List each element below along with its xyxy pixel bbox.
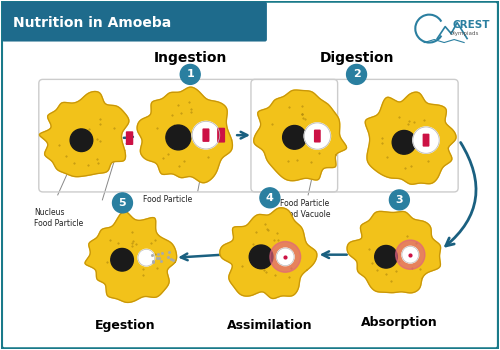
Polygon shape	[220, 208, 317, 299]
Circle shape	[166, 125, 190, 150]
Circle shape	[180, 64, 200, 84]
Text: Nucleus
Food Particle: Nucleus Food Particle	[34, 208, 83, 228]
Circle shape	[304, 123, 330, 149]
Text: Assimilation: Assimilation	[227, 318, 312, 331]
Text: Digestion: Digestion	[320, 51, 394, 65]
Text: Absorption: Absorption	[361, 316, 438, 329]
FancyBboxPatch shape	[202, 128, 209, 142]
Circle shape	[249, 245, 273, 269]
Polygon shape	[366, 92, 456, 184]
Text: 4: 4	[266, 193, 274, 203]
Circle shape	[390, 190, 409, 210]
Circle shape	[346, 64, 366, 84]
Text: Ingestion: Ingestion	[154, 51, 227, 65]
Circle shape	[192, 121, 220, 149]
Circle shape	[396, 240, 425, 269]
Circle shape	[413, 127, 439, 153]
Polygon shape	[254, 90, 346, 181]
Text: 2: 2	[352, 69, 360, 79]
Text: 5: 5	[118, 198, 126, 208]
Text: 1: 1	[186, 69, 194, 79]
FancyBboxPatch shape	[217, 128, 225, 142]
Circle shape	[112, 193, 132, 213]
Circle shape	[138, 249, 154, 266]
Circle shape	[111, 248, 134, 271]
Text: Nutrition in Amoeba: Nutrition in Amoeba	[13, 16, 171, 30]
Polygon shape	[85, 211, 176, 302]
FancyBboxPatch shape	[2, 2, 267, 42]
Circle shape	[374, 245, 398, 268]
Polygon shape	[137, 87, 232, 183]
Polygon shape	[40, 91, 129, 177]
Circle shape	[276, 248, 294, 266]
Circle shape	[402, 246, 418, 263]
Circle shape	[392, 131, 416, 154]
Circle shape	[260, 188, 280, 208]
Polygon shape	[347, 211, 440, 293]
Text: Egestion: Egestion	[95, 320, 156, 332]
Text: Food Particle: Food Particle	[142, 195, 192, 204]
Circle shape	[282, 126, 306, 149]
Circle shape	[270, 241, 300, 272]
Text: Food Particle
Food Vacuole: Food Particle Food Vacuole	[280, 199, 330, 219]
Text: CREST: CREST	[452, 20, 490, 30]
Circle shape	[70, 129, 92, 152]
Text: Olympiads: Olympiads	[450, 31, 480, 36]
Text: 3: 3	[396, 195, 403, 205]
FancyBboxPatch shape	[422, 134, 430, 147]
FancyBboxPatch shape	[126, 131, 134, 145]
FancyBboxPatch shape	[314, 130, 321, 142]
